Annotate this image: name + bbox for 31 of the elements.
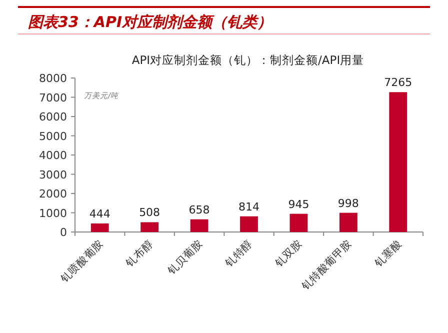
chart-title: 图表33：API对应制剂金额（钆类） bbox=[28, 13, 272, 31]
y-tick-label: 5000 bbox=[39, 130, 67, 143]
bar bbox=[140, 222, 159, 232]
data-label: 945 bbox=[288, 198, 310, 211]
y-tick-label: 1000 bbox=[39, 206, 67, 220]
y-tick-label: 8000 bbox=[39, 72, 67, 85]
y-tick-label: 2000 bbox=[39, 188, 67, 200]
bar bbox=[190, 219, 208, 232]
data-label: 658 bbox=[188, 203, 210, 216]
data-label: 998 bbox=[338, 196, 359, 210]
chart-subtitle: API对应制剂金额（钆）：制剂金额/API用量 bbox=[132, 53, 364, 67]
bar bbox=[339, 212, 358, 232]
x-tick-label: 钆布醇 bbox=[122, 236, 156, 270]
y-tick-label: 7000 bbox=[39, 91, 67, 104]
x-tick-label: 钆特醇 bbox=[222, 236, 256, 270]
y-tick-label: 0 bbox=[60, 226, 67, 239]
bar bbox=[90, 223, 109, 232]
x-tick-label: 钆喷酸葡胺 bbox=[57, 236, 106, 286]
y-tick-label: 3000 bbox=[39, 168, 67, 182]
bar bbox=[290, 214, 308, 232]
y-tick-label: 4000 bbox=[39, 149, 67, 162]
data-label: 814 bbox=[238, 200, 260, 214]
x-tick-label: 钆贝葡胺 bbox=[164, 236, 206, 278]
data-label: 444 bbox=[89, 207, 110, 220]
bar bbox=[240, 216, 258, 232]
y-tick-label: 6000 bbox=[39, 110, 67, 124]
x-tick-label: 钆塞酸 bbox=[371, 236, 404, 270]
data-label: 7265 bbox=[384, 76, 412, 90]
data-label: 508 bbox=[139, 206, 160, 220]
x-tick-label: 钆双胺 bbox=[272, 236, 305, 270]
bar bbox=[389, 92, 408, 232]
